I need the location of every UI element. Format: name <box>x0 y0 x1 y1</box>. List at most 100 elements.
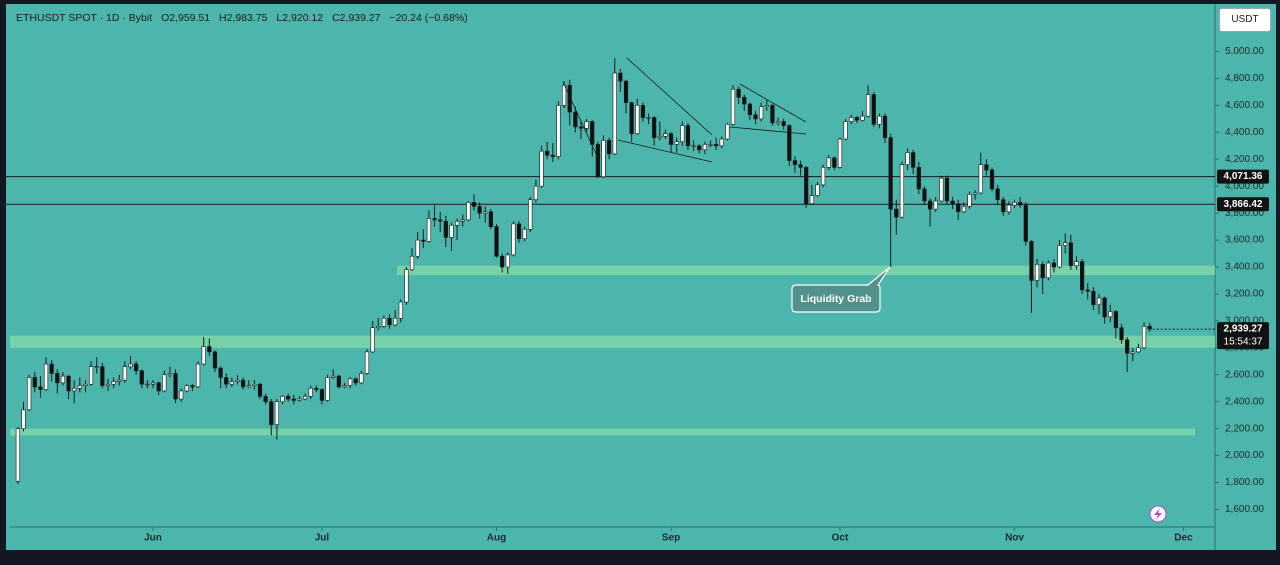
candle-body <box>719 138 724 147</box>
candle-body <box>567 84 572 113</box>
candle-body <box>973 192 978 195</box>
candle-body <box>860 115 865 121</box>
candle-body <box>488 211 493 227</box>
candle-body <box>944 177 950 202</box>
candle-body <box>415 239 420 257</box>
candle-body <box>956 203 961 213</box>
candle-body <box>708 144 713 146</box>
candle-body <box>348 378 353 386</box>
candle-body <box>933 200 938 210</box>
candle-body <box>27 377 32 411</box>
candle-body <box>319 389 325 401</box>
candle-body <box>770 105 775 124</box>
candle-body <box>1040 264 1045 279</box>
chart-background <box>6 4 1276 550</box>
candle-body <box>77 385 82 389</box>
y-tick-label: 4,600.00 <box>1225 100 1264 111</box>
candle-body <box>72 387 77 392</box>
candle-body <box>978 164 983 194</box>
candle-body <box>888 137 893 210</box>
candle-body <box>466 202 471 221</box>
candle-body <box>1130 351 1135 354</box>
candle-body <box>60 375 66 384</box>
level-tag <box>1217 197 1269 212</box>
candle-body <box>88 366 94 385</box>
candle-body <box>1063 242 1068 246</box>
candle-body <box>246 385 251 388</box>
candle-body <box>49 363 54 374</box>
candle-body <box>866 94 871 117</box>
icon-bolt[interactable] <box>1154 508 1162 520</box>
candle-body <box>128 363 133 368</box>
candle-body <box>961 206 966 213</box>
candle-body <box>922 188 927 202</box>
candle-body <box>854 117 859 121</box>
candle-body <box>167 373 173 376</box>
candle-body <box>730 88 736 125</box>
candle-body <box>21 409 26 429</box>
y-tick-label: 4,400.00 <box>1225 127 1264 138</box>
candle-body <box>787 125 792 161</box>
x-tick-label: Jun <box>144 533 162 544</box>
candle-body <box>454 220 460 226</box>
zone <box>397 265 1215 276</box>
candle-body <box>1034 264 1040 281</box>
candle-body <box>145 383 150 386</box>
lightning-icon[interactable] <box>1149 505 1167 523</box>
candle-body <box>578 126 584 129</box>
candle-body <box>545 150 550 156</box>
candle-body <box>618 72 623 82</box>
candle-body <box>263 396 268 403</box>
candle-body <box>32 377 37 388</box>
trendline <box>729 126 807 135</box>
candle-body <box>184 385 189 392</box>
candle-body <box>995 188 1000 200</box>
candle-body <box>117 379 122 382</box>
zone <box>10 335 1215 348</box>
candle-body <box>832 157 837 168</box>
candle-body <box>111 381 116 385</box>
candle-body <box>432 218 437 221</box>
candle-body <box>1096 297 1102 306</box>
candle-body <box>764 105 769 108</box>
candle-body <box>156 382 161 392</box>
candle-body <box>477 206 482 214</box>
currency-button[interactable]: USDT <box>1219 8 1271 32</box>
candle-body <box>1147 326 1152 330</box>
candle-body <box>905 152 910 165</box>
candle-body <box>291 398 296 401</box>
candle-body <box>201 346 206 365</box>
candle-body <box>550 154 555 157</box>
last-price-tag <box>1217 322 1269 350</box>
candle-body <box>269 401 274 425</box>
candle-body <box>218 367 223 378</box>
candle-body <box>387 317 392 326</box>
candle-body <box>297 398 302 401</box>
candle-body <box>511 223 516 256</box>
candle-body <box>657 136 662 139</box>
candle-body <box>1046 262 1051 279</box>
candle-body <box>274 401 280 425</box>
x-tick-label: Nov <box>1005 533 1024 544</box>
trendline <box>617 139 713 163</box>
candle-body <box>494 226 499 257</box>
candle-body <box>404 269 409 303</box>
candle-body <box>702 144 707 151</box>
candle-body <box>195 363 201 388</box>
y-tick-label: 4,800.00 <box>1225 73 1264 84</box>
candle-body <box>443 220 448 238</box>
candle-body <box>747 103 752 116</box>
candle-body <box>286 396 291 400</box>
candle-body <box>939 177 944 202</box>
candle-body <box>725 123 730 140</box>
candle-body <box>179 390 184 400</box>
y-tick-label: 2,000.00 <box>1225 450 1264 461</box>
candle-body <box>381 317 386 327</box>
candle-body <box>1136 347 1141 353</box>
candle-body <box>877 115 882 125</box>
candle-body <box>680 125 685 143</box>
trendlines <box>562 57 807 163</box>
candle-body <box>781 121 786 126</box>
candle-body <box>353 378 358 384</box>
candle-body <box>1085 289 1090 292</box>
